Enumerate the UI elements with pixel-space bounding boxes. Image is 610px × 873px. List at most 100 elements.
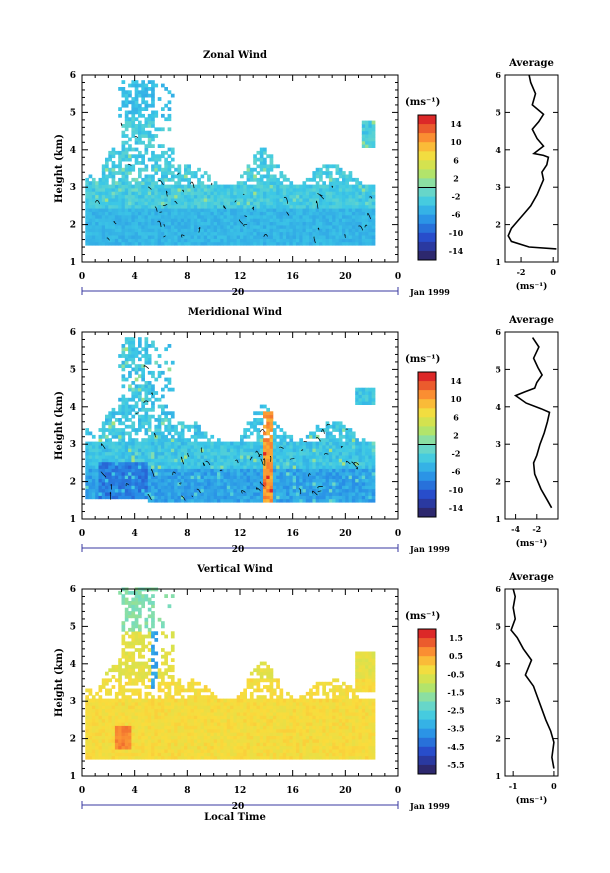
heatmap-cell <box>134 238 139 243</box>
heatmap-cell <box>184 441 188 446</box>
heatmap-cell <box>111 465 116 469</box>
heatmap-cell <box>319 455 323 459</box>
heatmap-cell <box>111 411 116 416</box>
heatmap-cell <box>184 167 188 172</box>
heatmap-cell <box>253 482 257 486</box>
heatmap-cell <box>351 482 356 486</box>
heatmap-cell <box>91 728 96 733</box>
average-title: Average <box>508 58 554 69</box>
heatmap-cell <box>111 698 116 703</box>
contour-line <box>176 172 180 175</box>
heatmap-cell <box>124 113 129 118</box>
heatmap-cell <box>180 444 185 449</box>
heatmap-cell <box>249 204 254 209</box>
heatmap-cell <box>190 498 195 503</box>
heatmap-cell <box>141 228 145 233</box>
heatmap-cell <box>351 434 356 439</box>
heatmap-cell <box>325 231 330 236</box>
heatmap-cell <box>203 492 208 496</box>
heatmap-cell <box>345 181 349 185</box>
heatmap-cell <box>302 461 307 466</box>
heatmap-cell <box>118 354 122 358</box>
heatmap-cell <box>230 485 234 490</box>
heatmap-cell <box>332 444 336 449</box>
heatmap-cell <box>309 455 313 459</box>
heatmap-cell <box>233 468 238 473</box>
x-tick-label: 4 <box>132 272 138 282</box>
heatmap-cell <box>358 458 363 463</box>
contour-line <box>147 494 152 501</box>
heatmap-cell <box>217 441 221 446</box>
heatmap-cell <box>121 475 126 479</box>
heatmap-cell <box>138 187 142 192</box>
heatmap-cell <box>124 601 129 605</box>
heatmap-cell <box>348 444 353 449</box>
x-tick-label: 0 <box>79 272 85 282</box>
heatmap-cell <box>161 471 165 476</box>
heatmap-cell <box>220 235 224 239</box>
heatmap-cell <box>138 231 142 236</box>
heatmap-cell <box>335 204 340 209</box>
heatmap-cell <box>325 241 330 246</box>
heatmap-cell <box>151 154 155 159</box>
heatmap-cell <box>223 448 228 453</box>
heatmap-cell <box>240 485 244 490</box>
heatmap-cell <box>345 438 349 442</box>
heatmap-cell <box>151 80 155 84</box>
heatmap-cell <box>121 661 126 666</box>
heatmap-cell <box>322 221 326 226</box>
heatmap-cell <box>249 214 254 219</box>
heatmap-cell <box>249 167 254 172</box>
heatmap-cell <box>325 238 330 243</box>
heatmap-cell <box>118 658 122 662</box>
heatmap-cell <box>111 455 116 459</box>
heatmap-cell <box>151 370 155 375</box>
heatmap-cell <box>167 381 172 385</box>
heatmap-cell <box>312 184 317 189</box>
heatmap-cell <box>292 468 297 473</box>
heatmap-cell <box>121 698 126 703</box>
heatmap-cell <box>259 461 264 466</box>
heatmap-cell <box>128 187 132 192</box>
heatmap-cell <box>121 597 126 602</box>
heatmap-cell <box>207 194 211 199</box>
heatmap-cell <box>121 157 126 162</box>
heatmap-cell <box>266 235 270 239</box>
heatmap-cell <box>151 218 155 222</box>
heatmap-cell <box>236 475 241 479</box>
heatmap-cell <box>88 214 93 219</box>
heatmap-cell <box>108 218 112 222</box>
heatmap-cell <box>355 238 359 243</box>
heatmap-cell <box>111 468 116 473</box>
heatmap-cell <box>85 488 89 493</box>
heatmap-cell <box>282 238 287 243</box>
heatmap-cell <box>91 715 96 720</box>
heatmap-cell <box>286 451 290 456</box>
heatmap-cell <box>124 728 129 733</box>
heatmap-cell <box>272 187 277 192</box>
heatmap-cell <box>164 198 168 202</box>
heatmap-cell <box>289 471 294 476</box>
heatmap-cell <box>91 755 96 760</box>
heatmap-cell <box>269 451 274 456</box>
heatmap-cell <box>118 691 122 696</box>
heatmap-cell <box>111 147 116 152</box>
heatmap-cell <box>164 201 168 206</box>
heatmap-cell <box>138 465 142 469</box>
heatmap-cell <box>131 214 136 219</box>
heatmap-cell <box>210 451 215 456</box>
heatmap-cell <box>177 235 182 239</box>
heatmap-cell <box>91 214 96 219</box>
heatmap-cell <box>322 235 326 239</box>
heatmap-cell <box>236 184 241 189</box>
heatmap-cell <box>299 211 303 216</box>
contour-line <box>340 445 344 449</box>
heatmap-cell <box>286 441 290 446</box>
heatmap-cell <box>134 198 139 202</box>
heatmap-cell <box>351 225 356 229</box>
heatmap-cell <box>200 228 205 233</box>
heatmap-cell <box>371 397 376 402</box>
heatmap-cell <box>197 428 201 432</box>
heatmap-cell <box>325 441 330 446</box>
heatmap-cell <box>95 495 99 500</box>
